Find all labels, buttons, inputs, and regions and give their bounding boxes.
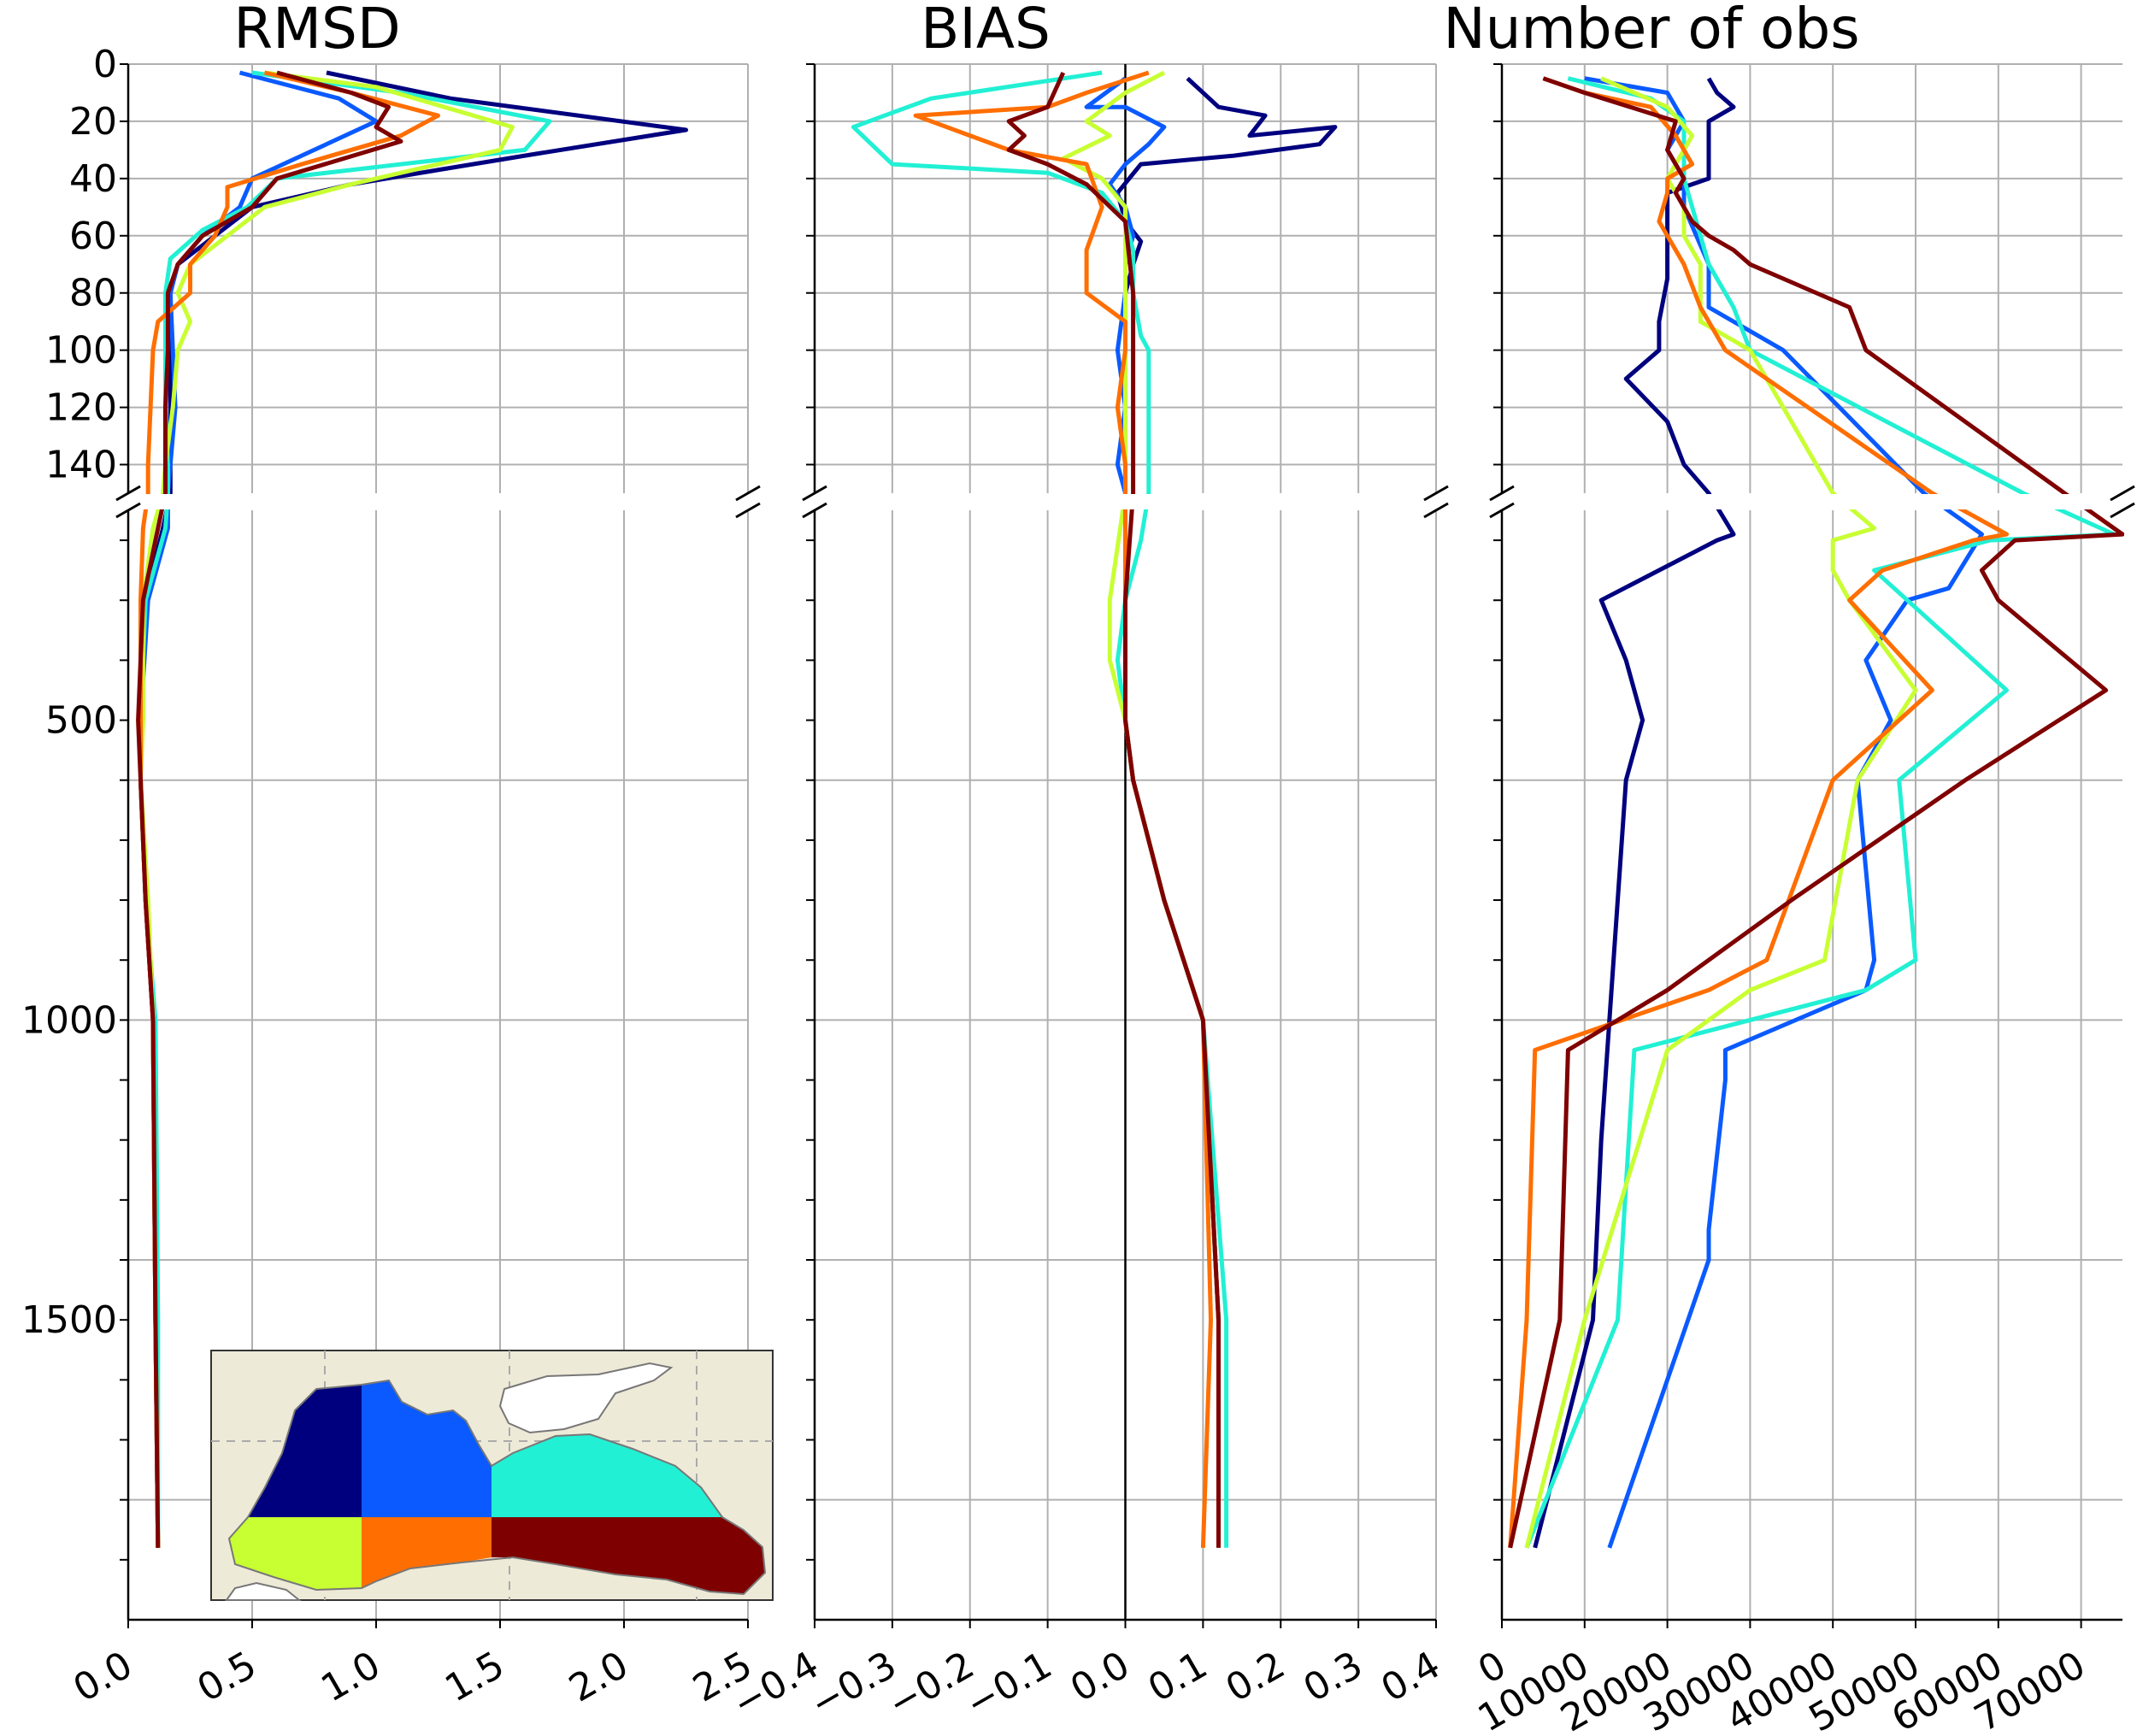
rmsd-xtick-label-1: 0.5 — [190, 1643, 263, 1710]
bias-break-gap — [798, 494, 1453, 509]
bias-series-1 — [1084, 76, 1221, 1548]
nobs-series-4 — [1508, 76, 2009, 1548]
black-sea-outline — [227, 1379, 767, 1596]
ytick-label-lower-0: 500 — [45, 699, 117, 743]
crimea-land — [498, 1362, 674, 1434]
rmsd-xtick-label-0: 0.0 — [66, 1643, 139, 1710]
bias-break-mark-1 — [802, 502, 827, 519]
bias-break-mark-3 — [1423, 502, 1449, 519]
ytick-label-upper-1: 20 — [69, 100, 117, 144]
nobs-series-5 — [1508, 76, 2124, 1549]
nobs-break-mark-3 — [2110, 502, 2135, 519]
nobs-panel: Number of obs 01000020000300004000050000… — [1443, 0, 2137, 1736]
nobs-break-mark-2 — [2110, 485, 2135, 502]
bias-title: BIAS — [921, 0, 1051, 62]
ytick-label-upper-6: 120 — [45, 386, 117, 430]
bias-panel: BIAS −0.4−0.3−0.2−0.1 0.0 0.1 0.2 0.3 0.4 — [725, 0, 1453, 1727]
bias-series-2 — [851, 70, 1229, 1548]
nobs-series-3 — [1524, 76, 1918, 1549]
ytick-label-upper-4: 80 — [69, 272, 117, 315]
nobs-series-group — [1508, 76, 2124, 1549]
bosphorus-land — [225, 1581, 302, 1601]
bias-xtick-label-5: 0.1 — [1141, 1643, 1215, 1710]
depth-axis: 0 20 40 60 80 100 120 140 500 1000 1500 — [21, 43, 117, 1342]
ytick-label-upper-2: 40 — [69, 157, 117, 201]
bias-series-group — [851, 70, 1338, 1548]
rmsd-break-mark-2 — [735, 485, 761, 502]
nobs-series-1 — [1584, 76, 1984, 1549]
bias-xtick-label-8: 0.4 — [1374, 1643, 1447, 1710]
bias-xtick-label-7: 0.3 — [1297, 1643, 1370, 1710]
nobs-break-mark-1 — [1489, 502, 1515, 519]
region-ne-west — [362, 1380, 492, 1517]
bias-xtick-label-6: 0.2 — [1219, 1643, 1292, 1710]
region-map-inset — [210, 1350, 774, 1601]
ytick-label-upper-5: 100 — [45, 329, 117, 373]
bias-xtick-label-3: −0.1 — [958, 1643, 1059, 1727]
region-se — [492, 1517, 765, 1594]
rmsd-series-3 — [138, 70, 515, 1548]
bias-break-mark-2 — [1423, 485, 1449, 502]
nobs-break-mark-0 — [1489, 485, 1515, 502]
rmsd-xtick-label-4: 2.0 — [562, 1643, 635, 1710]
bias-break-mark-0 — [802, 485, 827, 502]
rmsd-break-gap — [111, 494, 765, 509]
rmsd-series-4 — [138, 70, 440, 1548]
bias-axes: −0.4−0.3−0.2−0.1 0.0 0.1 0.2 0.3 0.4 — [725, 63, 1449, 1727]
region-s-central — [362, 1517, 492, 1588]
rmsd-grid — [127, 63, 749, 1620]
rmsd-break-mark-3 — [735, 502, 761, 519]
ytick-label-lower-1: 1000 — [21, 998, 117, 1042]
nobs-break-gap — [1485, 494, 2137, 509]
rmsd-break-mark-1 — [115, 502, 141, 519]
rmsd-title: RMSD — [233, 0, 401, 62]
region-sw — [229, 1517, 362, 1590]
bias-xtick-label-4: 0.0 — [1063, 1643, 1137, 1710]
bias-plot: −0.4−0.3−0.2−0.1 0.0 0.1 0.2 0.3 0.4 — [725, 63, 1453, 1727]
ytick-label-upper-7: 140 — [45, 444, 117, 487]
region-ne-east — [492, 1434, 722, 1517]
rmsd-xtick-label-3: 1.5 — [438, 1643, 511, 1710]
ytick-label-upper-3: 60 — [69, 215, 117, 258]
nobs-series-0 — [1533, 77, 1736, 1549]
ytick-label-upper-0: 0 — [93, 43, 117, 86]
rmsd-series-group — [136, 70, 688, 1548]
rmsd-series-5 — [136, 70, 403, 1548]
rmsd-xtick-label-2: 1.0 — [314, 1643, 387, 1710]
region-nw — [248, 1385, 362, 1517]
nobs-title: Number of obs — [1443, 0, 1859, 62]
bias-series-4 — [913, 70, 1213, 1548]
rmsd-break-mark-0 — [115, 485, 141, 502]
rmsd-series-2 — [138, 70, 552, 1548]
rmsd-series-0 — [138, 70, 688, 1548]
bias-series-5 — [1006, 71, 1221, 1548]
ytick-label-lower-2: 1500 — [21, 1298, 117, 1342]
